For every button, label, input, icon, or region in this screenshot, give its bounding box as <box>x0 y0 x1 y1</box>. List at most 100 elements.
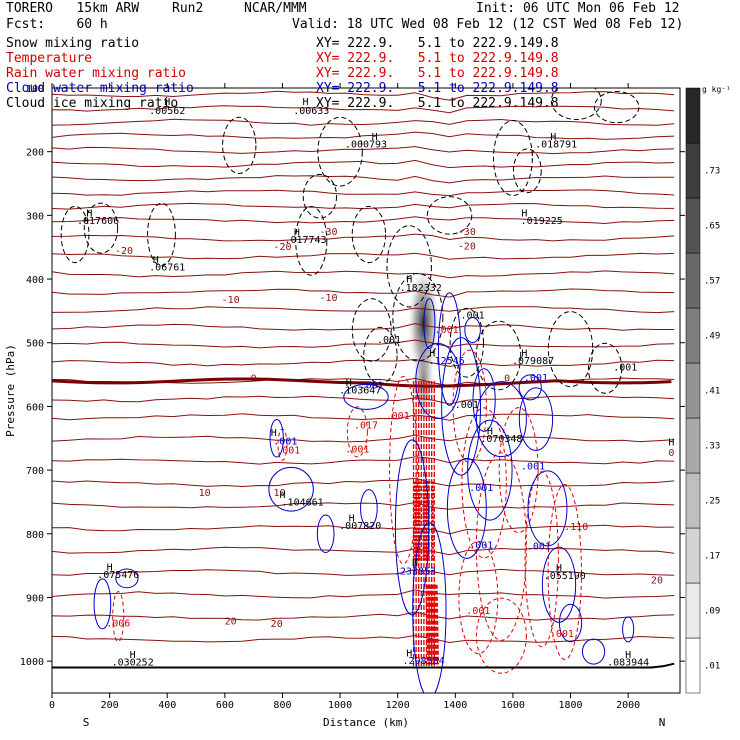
isotherm-label: 10 <box>274 488 286 499</box>
field-label-temperature: Temperature <box>6 51 93 66</box>
rain-core-base <box>433 584 438 665</box>
cloud-water-contour <box>558 603 583 643</box>
maximum-value-label: .06761 <box>149 263 185 274</box>
rain-water-contour <box>547 484 582 660</box>
colorbar-segment <box>685 87 701 144</box>
maximum-value-label: .079087 <box>512 356 554 367</box>
isotherm-line <box>52 233 675 242</box>
colorbar-tick-label: .49 <box>704 332 720 342</box>
isotherm-line <box>52 105 675 114</box>
cloud-ice-contour <box>386 225 432 308</box>
cloud-ice-contour <box>317 116 363 187</box>
isotherm-label: -20 <box>115 246 133 257</box>
high-marker: H <box>302 97 308 108</box>
y-tick-label-top: 100 <box>26 84 44 95</box>
ground-line <box>52 662 675 669</box>
maximum-value-label: .00633 <box>293 106 329 117</box>
maximum-value-label: .000793 <box>345 140 387 151</box>
colorbar-tick-label: .25 <box>704 497 720 507</box>
high-marker: H <box>271 428 277 439</box>
cloud-ice-contour <box>351 205 387 264</box>
isotherm-label: -20 <box>273 242 291 253</box>
cloud-water-contour <box>472 368 496 432</box>
colorbar-tick-label: .01 <box>704 662 720 672</box>
high-marker: H <box>521 349 527 360</box>
isotherm-line <box>52 546 675 556</box>
colorbar-segment <box>685 417 701 474</box>
isotherm-line <box>52 270 675 279</box>
high-marker: H <box>130 650 136 661</box>
cloud-water-contour <box>467 419 513 521</box>
org-label: NCAR/MMM <box>244 1 307 16</box>
high-marker: H <box>625 650 631 661</box>
isotherm-label: 20 <box>271 619 283 630</box>
field-label-cloud-ice: Cloud ice mixing ratio <box>6 96 179 111</box>
cloud-ice-contour <box>426 196 473 235</box>
isotherm-line <box>52 216 675 225</box>
maximum-value-label: .019225 <box>521 216 563 227</box>
rain-water-contour <box>461 407 507 559</box>
x-tick-label: 1800 <box>558 700 582 711</box>
cloud-water-contour <box>441 337 482 476</box>
colorbar-segment <box>685 307 701 364</box>
cloud-water-contour <box>446 457 487 559</box>
forecast-hour: Fcst: 60 h <box>6 17 108 32</box>
rain-water-contour <box>452 349 487 464</box>
isotherm-line <box>52 306 675 314</box>
isotherm-label: 0 <box>668 448 674 459</box>
high-marker: H <box>107 563 113 574</box>
isotherm-line <box>52 395 675 405</box>
colorbar-tick-label: .33 <box>704 442 720 452</box>
cloud-ice-contour <box>302 173 338 219</box>
contour-value-label: .001 <box>466 606 490 617</box>
x-tick-label: 1600 <box>501 700 525 711</box>
high-marker: H <box>86 208 92 219</box>
isotherm-line <box>52 189 675 197</box>
high-marker: H <box>429 349 435 360</box>
isotherm-line <box>52 611 675 621</box>
cloud-ice-contour <box>492 120 533 197</box>
rain-core-base <box>425 584 429 665</box>
field-xy-temperature: XY= 222.9. 5.1 to 222.9.149.8 <box>316 51 559 66</box>
cloud-ice-contour <box>547 311 594 388</box>
maximum-value-label: .182332 <box>400 283 442 294</box>
north-end-label: N <box>659 716 666 729</box>
isotherm-line <box>52 118 675 126</box>
axes-frame: 0 200 400 600 800 1000 1200 1400 1600 1800 2000200… <box>4 83 685 729</box>
y-tick-label: 500 <box>26 339 44 350</box>
cloud-water-contour <box>268 466 314 512</box>
isotherm-line <box>52 589 675 599</box>
high-marker: H <box>153 255 159 266</box>
cloud-water-contour <box>394 439 430 616</box>
high-marker: H <box>668 438 674 449</box>
x-tick-label: 1200 <box>386 700 410 711</box>
colorbar-unit-label: g kg⁻¹ <box>702 85 731 94</box>
rain-core-base <box>429 584 433 665</box>
isotherm-line <box>52 146 675 155</box>
isotherm-line <box>52 159 675 169</box>
isotherm-label: -10 <box>320 293 338 304</box>
cloud-water-contour <box>518 387 554 451</box>
maximum-value-label: .103647 <box>339 386 381 397</box>
isotherm-line <box>52 358 675 367</box>
cloud-ice-contour <box>222 116 257 174</box>
maximum-value-label: .007820 <box>339 521 381 532</box>
y-tick-label: 300 <box>26 211 44 222</box>
maximum-value-label: .017606 <box>77 216 119 227</box>
cloud-ice-contour <box>475 320 522 391</box>
cloud-ice-contour <box>83 202 119 254</box>
maximum-value-label: .070348 <box>480 434 522 445</box>
cloud-ice-contour <box>147 202 176 267</box>
colorbar-segment <box>685 472 701 529</box>
contour-value-label: .001 <box>386 411 410 422</box>
cloud-ice-contour <box>449 307 484 378</box>
maximum-value-label: .104661 <box>282 498 324 509</box>
isotherm-label: 20 <box>225 617 237 628</box>
contour-value-label: .001 <box>521 461 545 472</box>
cloud-water-contour <box>518 374 542 401</box>
cloud-ice-contour <box>351 298 392 362</box>
isotherm-line <box>52 568 675 576</box>
colorbar: .01 .09 .17 .25 .33 .41 .49 .57 .65 .73 g kg⁻¹ <box>685 85 731 694</box>
contour-value-label: .001 <box>276 445 300 456</box>
